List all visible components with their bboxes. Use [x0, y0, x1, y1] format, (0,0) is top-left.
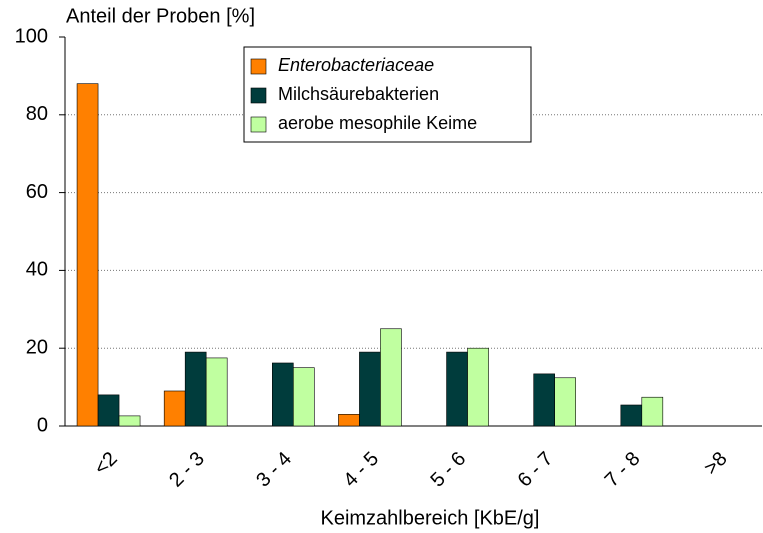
bar [205, 357, 228, 427]
x-tick-label: 4 - 5 [339, 448, 383, 492]
y-tick-label: 40 [26, 259, 48, 281]
x-axis-title: Keimzahlbereich [KbE/g] [320, 507, 539, 529]
bar [554, 377, 576, 427]
bar [338, 414, 360, 427]
bar [293, 367, 315, 427]
legend-box [243, 46, 532, 143]
legend-label: Enterobacteriaceae [278, 55, 434, 75]
legend-swatch [250, 58, 267, 75]
bar [163, 390, 186, 427]
y-tick-label: 60 [26, 181, 48, 203]
y-tick-label: 20 [26, 336, 48, 358]
bar [359, 351, 381, 427]
bar [380, 328, 402, 427]
y-tick-label: 80 [26, 103, 48, 125]
x-tick-label: <2 [90, 448, 122, 480]
bar [97, 394, 120, 427]
legend-swatch [250, 87, 267, 104]
x-tick-label: 6 - 7 [514, 448, 558, 492]
bar [641, 396, 664, 427]
y-axis-title: Anteil der Proben [%] [66, 5, 255, 27]
y-tick-label: 0 [37, 414, 48, 436]
bar [533, 373, 555, 427]
y-tick-label: 100 [15, 25, 48, 47]
bar [446, 351, 468, 427]
legend-label: Milchsäurebakterien [278, 84, 439, 104]
bar [184, 351, 207, 427]
x-tick-label: 2 - 3 [165, 448, 209, 492]
x-tick-label: 3 - 4 [252, 448, 296, 492]
bar [620, 404, 643, 427]
x-tick-label: 5 - 6 [426, 448, 470, 492]
legend-swatch [250, 116, 267, 133]
bar [467, 347, 489, 427]
legend: Enterobacteriaceae Milchsäurebakterien aer… [243, 46, 532, 143]
x-tick-label: >8 [700, 448, 732, 480]
bar [272, 362, 294, 427]
bar [118, 415, 141, 427]
bar [76, 83, 99, 427]
legend-label: aerobe mesophile Keime [278, 113, 477, 133]
x-tick-label: 7 - 8 [601, 448, 645, 492]
